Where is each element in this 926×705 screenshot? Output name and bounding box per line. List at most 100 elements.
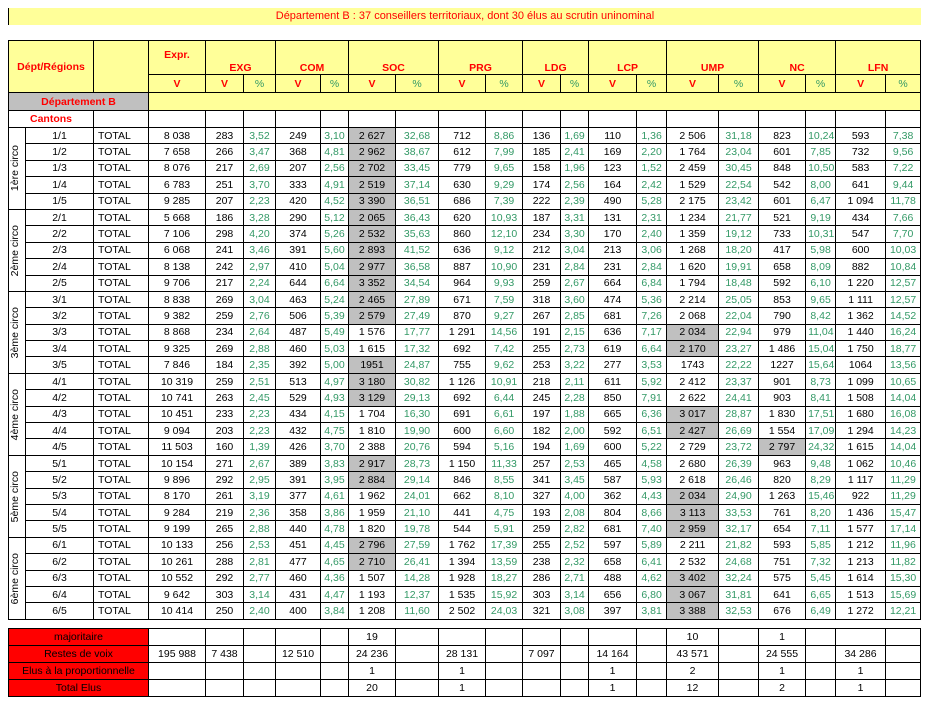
summary-lfn-pct xyxy=(885,628,921,646)
summary-com-v xyxy=(275,662,321,680)
summary-soc-v: 24 236 xyxy=(348,645,396,663)
empty-cell xyxy=(758,110,807,128)
expr-votes: 8 868 xyxy=(148,323,207,342)
percent-com: 4,78 xyxy=(320,520,350,538)
votes-ldg: 187 xyxy=(522,208,562,227)
expr-votes: 9 896 xyxy=(148,471,207,489)
votes-lcp: 592 xyxy=(588,422,638,440)
percent-ump: 22,94 xyxy=(718,323,760,342)
percent-exg: 3,04 xyxy=(243,290,277,309)
canton-id: 5/2 xyxy=(24,471,95,489)
votes-prg: 692 xyxy=(438,340,487,358)
total-label: TOTAL xyxy=(93,176,150,194)
canton-id: 2/2 xyxy=(24,225,95,243)
results-table: Dépt/Régions Expr. EXG COM SOC PRG LDG LCP UMP NC… xyxy=(7,40,922,620)
expr-votes: 7 106 xyxy=(148,225,207,243)
percent-com: 5,12 xyxy=(320,208,350,227)
votes-ldg: 231 xyxy=(522,258,562,276)
table-row: 5/4 TOTAL 9 284 219 2,36 358 3,86 1 959 21,10 441… xyxy=(9,503,922,522)
expr-votes: 9 199 xyxy=(148,520,207,538)
summary-ldg-v xyxy=(522,679,561,697)
percent-lfn: 15,30 xyxy=(885,569,922,587)
percent-exg: 3,46 xyxy=(243,241,277,260)
votes-ldg: 255 xyxy=(522,340,562,358)
percent-soc: 35,63 xyxy=(395,225,440,243)
percent-exg: 2,45 xyxy=(243,389,277,407)
summary-ump-pct xyxy=(718,662,759,680)
percent-com: 3,84 xyxy=(320,602,350,620)
percent-lcp: 5,22 xyxy=(636,438,668,456)
percent-header: % xyxy=(718,74,760,93)
circo-text: 2ème circo xyxy=(9,224,22,277)
summary-nc-v: 2 xyxy=(758,679,806,697)
percent-exg: 2,36 xyxy=(243,503,277,522)
expr-votes: 7 846 xyxy=(148,356,207,374)
votes-nc: 1 263 xyxy=(758,487,807,505)
percent-lcp: 7,40 xyxy=(636,520,668,538)
votes-soc: 1 820 xyxy=(348,520,397,538)
empty-cell xyxy=(588,110,638,128)
table-row: 1/2 TOTAL 7 658 266 3,47 368 4,81 2 962 38,67 612… xyxy=(9,143,922,161)
total-label: TOTAL xyxy=(93,503,150,522)
votes-nc: 848 xyxy=(758,159,807,178)
percent-ldg: 2,00 xyxy=(560,422,590,440)
votes-ump: 2 959 xyxy=(666,520,720,538)
percent-ldg: 2,73 xyxy=(560,340,590,358)
percent-soc: 19,78 xyxy=(395,520,440,538)
votes-prg: 755 xyxy=(438,356,487,374)
summary-ump-v: 2 xyxy=(666,662,719,680)
summary-soc-v: 19 xyxy=(348,628,396,646)
votes-prg: 692 xyxy=(438,389,487,407)
votes-com: 440 xyxy=(275,520,322,538)
total-label: TOTAL xyxy=(93,569,150,587)
votes-prg: 594 xyxy=(438,438,487,456)
summary-lcp-pct xyxy=(636,628,667,646)
votes-prg: 1 126 xyxy=(438,372,487,391)
percent-soc: 28,73 xyxy=(395,454,440,473)
summary-exg-pct xyxy=(243,679,276,697)
votes-soc: 1 704 xyxy=(348,405,397,424)
percent-lfn: 11,29 xyxy=(885,487,922,505)
votes-exg: 256 xyxy=(205,536,245,555)
expr-votes: 11 503 xyxy=(148,438,207,456)
percent-prg: 6,44 xyxy=(485,389,524,407)
canton-id: 6/2 xyxy=(24,553,95,571)
votes-nc: 658 xyxy=(758,258,807,276)
expr-votes: 10 154 xyxy=(148,454,207,473)
votes-com: 451 xyxy=(275,536,322,555)
percent-ump: 25,05 xyxy=(718,290,760,309)
circo-label: 1ère circo xyxy=(8,127,26,210)
percent-ldg: 2,82 xyxy=(560,520,590,538)
expr-votes: 8 170 xyxy=(148,487,207,505)
percent-soc: 27,49 xyxy=(395,307,440,325)
votes-ldg: 222 xyxy=(522,192,562,210)
percent-soc: 36,58 xyxy=(395,258,440,276)
canton-id: 4/4 xyxy=(24,422,95,440)
summary-com-pct xyxy=(320,628,349,646)
total-label: TOTAL xyxy=(93,405,150,424)
votes-com: 377 xyxy=(275,487,322,505)
canton-id: 2/1 xyxy=(24,208,95,227)
votes-soc: 3 390 xyxy=(348,192,397,210)
percent-nc: 10,50 xyxy=(805,159,837,178)
empty-cell xyxy=(636,110,668,128)
dept-regions-header: Dépt/Régions xyxy=(7,40,95,93)
percent-prg: 5,16 xyxy=(485,438,524,456)
votes-ump: 2 034 xyxy=(666,487,720,505)
votes-exg: 259 xyxy=(205,307,245,325)
percent-ldg: 3,04 xyxy=(560,241,590,260)
votes-ldg: 321 xyxy=(522,602,562,620)
votes-exg: 261 xyxy=(205,487,245,505)
table-row: 4/5 TOTAL 11 503 160 1,39 426 3,70 2 388 20,76 59… xyxy=(9,438,922,456)
votes-nc: 601 xyxy=(758,143,807,161)
votes-lcp: 619 xyxy=(588,340,638,358)
votes-nc: 593 xyxy=(758,536,807,555)
votes-ldg: 197 xyxy=(522,405,562,424)
percent-nc: 17,51 xyxy=(805,405,837,424)
votes-header: V xyxy=(758,74,807,93)
summary-nc-pct xyxy=(805,662,836,680)
total-label: TOTAL xyxy=(93,553,150,571)
votes-soc: 3 180 xyxy=(348,372,397,391)
party-header-soc: SOC xyxy=(348,40,440,75)
summary-ump-pct xyxy=(718,645,759,663)
